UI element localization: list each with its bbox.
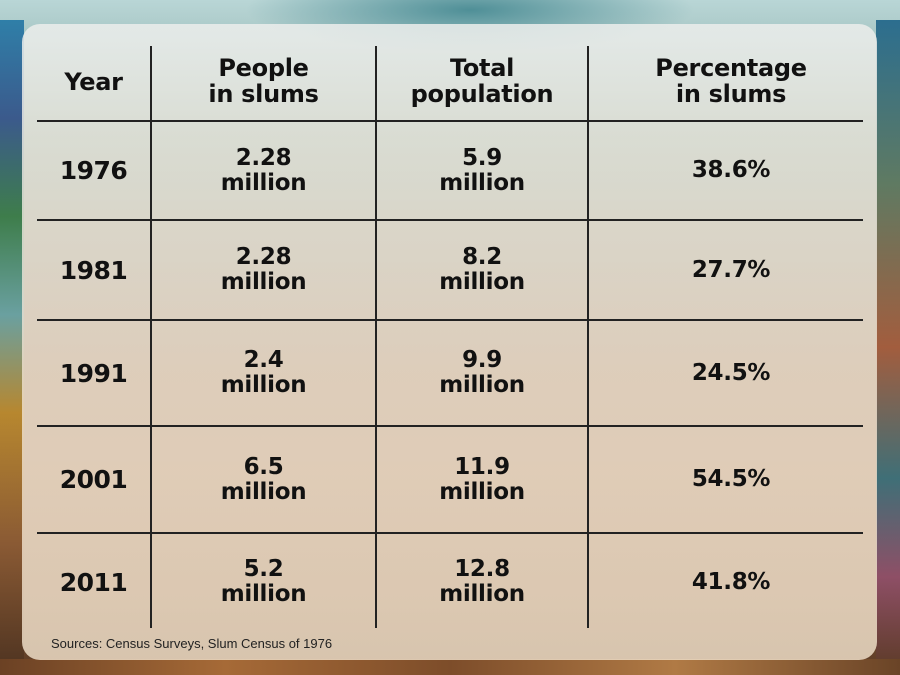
- percentage-value: 27.7%: [691, 256, 771, 283]
- slum-number: 5.2: [243, 556, 284, 583]
- background-photo-bottom-strip: [0, 659, 900, 675]
- slum-unit: million: [220, 372, 307, 398]
- table-row-year: 2011: [37, 534, 150, 630]
- total-population-cell: 9.9 million: [377, 321, 587, 425]
- table-row-year: 1976: [37, 122, 150, 219]
- slum-population-cell: 2.28 million: [152, 122, 375, 219]
- slum-population-cell: 5.2 million: [152, 534, 375, 630]
- slum-unit: million: [220, 269, 307, 295]
- percentage-cell: 54.5%: [589, 427, 873, 532]
- total-number: 11.9: [454, 453, 510, 480]
- total-unit: million: [439, 372, 525, 398]
- column-divider: [587, 46, 589, 628]
- header-line: People: [218, 54, 309, 83]
- total-population-cell: 12.8 million: [377, 534, 587, 630]
- slum-population-cell: 2.4 million: [152, 321, 375, 425]
- slum-number: 6.5: [243, 453, 284, 480]
- header-line: Total: [449, 54, 515, 83]
- row-divider: [37, 120, 863, 122]
- row-divider: [37, 532, 863, 534]
- slum-population-cell: 2.28 million: [152, 221, 375, 319]
- table-row-year: 1991: [37, 321, 150, 425]
- header-total-population: Total population: [377, 46, 587, 118]
- year-value: 1991: [59, 358, 128, 388]
- slum-unit: million: [220, 169, 307, 196]
- background-photo-right-strip: [876, 20, 900, 675]
- slum-unit: million: [220, 478, 307, 505]
- slum-population-cell: 6.5 million: [152, 427, 375, 532]
- header-year-label: Year: [64, 68, 123, 97]
- total-number: 5.9: [462, 144, 502, 171]
- row-divider: [37, 425, 863, 427]
- header-year: Year: [37, 50, 150, 116]
- percentage-cell: 24.5%: [589, 321, 873, 425]
- total-population-cell: 5.9 million: [377, 122, 587, 219]
- header-percentage-in-slums: Percentage in slums: [589, 46, 873, 118]
- table-row-year: 2001: [37, 427, 150, 532]
- year-value: 1981: [59, 255, 128, 285]
- row-divider: [37, 319, 863, 321]
- total-unit: million: [439, 478, 525, 505]
- slum-unit: million: [220, 581, 307, 607]
- header-line: Percentage: [655, 54, 807, 83]
- table-panel: [22, 24, 877, 660]
- slum-number: 2.28: [235, 244, 292, 271]
- row-divider: [37, 219, 863, 221]
- percentage-cell: 41.8%: [589, 534, 873, 630]
- total-number: 12.8: [454, 556, 510, 583]
- column-divider: [150, 46, 152, 628]
- total-unit: million: [439, 269, 525, 295]
- percentage-value: 54.5%: [691, 466, 771, 493]
- total-number: 9.9: [462, 347, 502, 374]
- percentage-value: 24.5%: [691, 359, 771, 386]
- header-line: population: [410, 80, 554, 108]
- percentage-value: 41.8%: [691, 568, 771, 595]
- year-value: 2011: [59, 567, 128, 597]
- year-value: 1976: [59, 156, 128, 185]
- header-people-in-slums: People in slums: [152, 46, 375, 118]
- percentage-cell: 38.6%: [589, 122, 873, 219]
- header-line: in slums: [675, 80, 787, 108]
- slum-number: 2.4: [243, 347, 284, 374]
- slum-number: 2.28: [235, 144, 292, 171]
- background-photo-left-strip: [0, 20, 24, 675]
- total-unit: million: [439, 169, 525, 196]
- total-population-cell: 8.2 million: [377, 221, 587, 319]
- total-population-cell: 11.9 million: [377, 427, 587, 532]
- year-value: 2001: [59, 465, 128, 494]
- header-line: in slums: [208, 80, 319, 108]
- table-row-year: 1981: [37, 221, 150, 319]
- percentage-cell: 27.7%: [589, 221, 873, 319]
- source-note: Sources: Census Surveys, Slum Census of …: [51, 636, 333, 651]
- column-divider: [375, 46, 377, 628]
- percentage-value: 38.6%: [691, 157, 771, 184]
- total-number: 8.2: [462, 244, 502, 271]
- total-unit: million: [439, 581, 525, 607]
